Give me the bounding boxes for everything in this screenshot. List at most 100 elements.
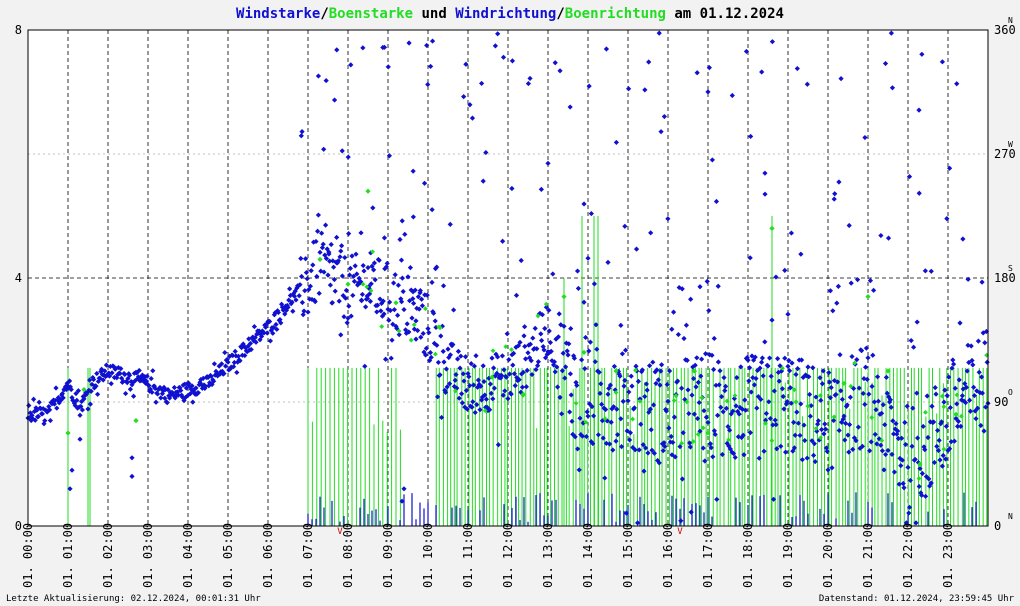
wind-point <box>781 406 787 412</box>
wind-point <box>392 272 398 278</box>
wind-point <box>522 343 528 350</box>
wind-point <box>811 452 817 458</box>
wind-point <box>587 401 593 407</box>
wind-point <box>671 309 677 315</box>
gust-point <box>869 415 875 420</box>
wind-point <box>948 439 954 445</box>
wind-point <box>569 418 575 424</box>
wind-point <box>319 245 325 251</box>
gust-point <box>705 430 711 436</box>
wind-point <box>555 384 561 390</box>
wind-point <box>774 446 780 452</box>
wind-point <box>747 430 753 436</box>
wind-point <box>447 221 453 227</box>
wind-point <box>352 263 358 269</box>
wind-point <box>28 417 34 424</box>
wind-point <box>471 363 477 369</box>
wind-point <box>300 312 306 318</box>
wind-point <box>514 374 520 381</box>
wind-point <box>879 410 885 416</box>
wind-point <box>913 520 919 526</box>
title-boenstarke: Boenstarke <box>329 6 413 22</box>
wind-point <box>791 419 797 425</box>
wind-point <box>732 454 738 461</box>
wind-point <box>442 387 448 393</box>
wind-point <box>825 467 831 473</box>
wind-point <box>665 216 671 222</box>
gust-point <box>954 392 960 398</box>
wind-point <box>751 357 757 363</box>
wind-point <box>710 454 716 460</box>
wind-point <box>518 389 524 395</box>
wind-point <box>521 333 527 339</box>
wind-point <box>88 388 94 394</box>
wind-point <box>760 373 766 379</box>
wind-point <box>961 398 967 404</box>
wind-point <box>753 375 759 382</box>
wind-point <box>421 180 428 186</box>
wind-point <box>495 354 501 360</box>
wind-point <box>739 434 745 441</box>
wind-point <box>585 255 591 261</box>
wind-point <box>571 355 577 361</box>
wind-point <box>691 411 697 417</box>
wind-point <box>643 381 649 387</box>
wind-point <box>597 390 603 396</box>
wind-point <box>425 326 431 332</box>
wind-point <box>790 448 796 454</box>
wind-point <box>299 129 305 135</box>
wind-point <box>723 405 729 411</box>
gust-point <box>805 403 811 409</box>
wind-point <box>975 405 981 411</box>
wind-point <box>625 86 632 92</box>
wind-point <box>423 352 429 358</box>
wind-point <box>780 393 786 400</box>
wind-point <box>387 299 393 305</box>
wind-point <box>919 470 925 477</box>
wind-point <box>655 377 661 383</box>
wind-point <box>31 396 37 402</box>
wind-point <box>714 496 720 502</box>
wind-point <box>873 407 879 413</box>
wind-point <box>862 134 868 141</box>
wind-point <box>826 369 832 376</box>
wind-point <box>935 447 941 454</box>
wind-point <box>983 404 989 410</box>
wind-point <box>626 389 632 395</box>
wind-point <box>567 371 573 377</box>
wind-point <box>675 331 681 338</box>
wind-point <box>811 441 817 447</box>
wind-point <box>367 298 373 304</box>
gust-point <box>543 301 549 307</box>
wind-point <box>688 509 694 515</box>
wind-point <box>153 399 159 405</box>
wind-point <box>847 422 853 428</box>
wind-point <box>396 331 402 338</box>
wind-point <box>694 70 700 76</box>
wind-point <box>132 378 138 384</box>
wind-point <box>875 374 881 380</box>
wind-point <box>956 377 962 383</box>
wind-point <box>660 448 666 454</box>
wind-point <box>739 406 745 412</box>
wind-point <box>907 504 913 510</box>
wind-point <box>864 376 870 382</box>
gust-point <box>535 313 541 319</box>
gust-point <box>673 393 679 399</box>
wind-point <box>267 338 273 344</box>
wind-point <box>118 366 124 372</box>
wind-point <box>464 406 470 412</box>
wind-point <box>564 348 570 354</box>
wind-point <box>297 282 303 288</box>
wind-point <box>111 363 117 370</box>
wind-point <box>415 327 421 334</box>
wind-point <box>122 371 128 378</box>
x-tick-label: 01. 04:00 <box>181 523 195 588</box>
wind-point <box>351 273 357 279</box>
wind-point <box>417 288 423 294</box>
wind-point <box>36 399 42 405</box>
wind-point <box>876 436 882 442</box>
wind-point <box>513 292 520 298</box>
wind-point <box>59 391 65 397</box>
wind-point <box>406 329 412 335</box>
